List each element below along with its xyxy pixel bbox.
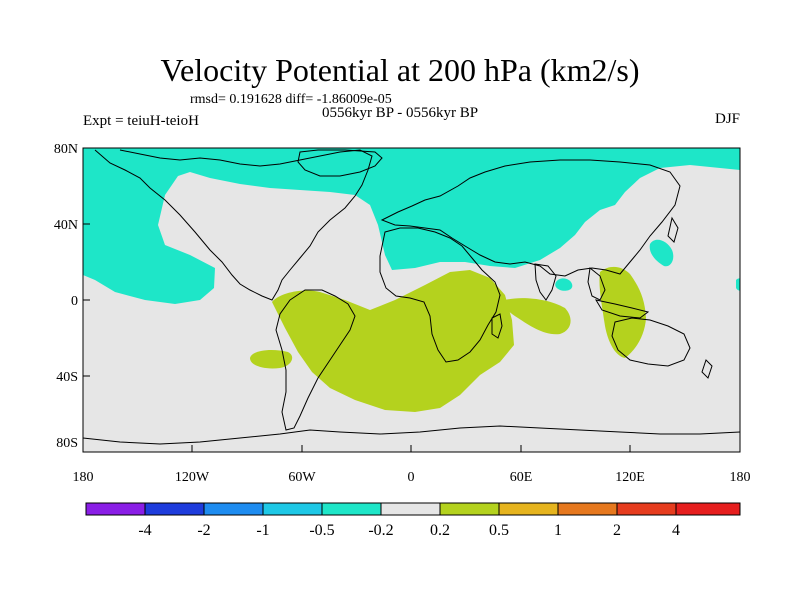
- colorbar-box-5: [380, 502, 441, 516]
- colorbar-label-8: 2: [613, 522, 621, 539]
- colorbar-label-5: 0.2: [430, 522, 450, 539]
- coastlines: [83, 149, 740, 445]
- lon-label-180e: 180: [730, 470, 751, 485]
- coast-greenland: [297, 149, 383, 177]
- colorbar: [85, 502, 741, 516]
- colorbar-box-8: [557, 502, 618, 516]
- colorbar-label-0: -4: [138, 522, 151, 539]
- colorbar-label-9: 4: [672, 522, 680, 539]
- negative-region-pacific-small: [649, 239, 674, 267]
- coast-new-zealand: [701, 359, 713, 379]
- colorbar-box-2: [203, 502, 264, 516]
- colorbar-label-7: 1: [554, 522, 562, 539]
- lon-tick-marks: [82, 445, 741, 452]
- coast-southeast-asia: [587, 267, 606, 301]
- positive-region-indian-ocean: [504, 298, 571, 335]
- lat-label-40n: 40N: [54, 218, 78, 233]
- period-label: 0556kyr BP - 0556kyr BP: [321, 105, 479, 121]
- lon-label-0: 0: [408, 470, 415, 485]
- coast-india: [534, 263, 557, 301]
- colorbar-box-6: [439, 502, 500, 516]
- coast-north-america: [94, 149, 373, 301]
- negative-region-east-edge: [736, 278, 740, 291]
- lon-label-120w: 120W: [175, 470, 210, 485]
- rmsd-subtitle: rmsd= 0.191628 diff= -1.86009e-05: [190, 92, 392, 107]
- colorbar-label-3: -0.5: [309, 522, 334, 539]
- coast-africa: [379, 227, 501, 363]
- lat-label-40s: 40S: [56, 370, 78, 385]
- chart-title: Velocity Potential at 200 hPa (km2/s): [160, 52, 640, 88]
- colorbar-box-9: [616, 502, 677, 516]
- coast-madagascar: [491, 313, 503, 339]
- lat-tick-marks: [83, 147, 90, 453]
- colorbar-box-10: [675, 502, 741, 516]
- lon-label-60e: 60E: [510, 470, 533, 485]
- coast-europe-asia: [380, 159, 681, 277]
- colorbar-label-6: 0.5: [489, 522, 509, 539]
- positive-region-east-pacific: [250, 350, 293, 369]
- colorbar-box-1: [144, 502, 205, 516]
- positive-region-south-atlantic: [272, 270, 514, 412]
- lon-label-60w: 60W: [288, 470, 316, 485]
- coast-antarctica: [83, 425, 740, 445]
- lat-label-0: 0: [71, 294, 78, 309]
- experiment-label: Expt = teiuH-teioH: [83, 113, 199, 129]
- positive-region-maritime: [599, 266, 646, 358]
- lon-label-120e: 120E: [615, 470, 645, 485]
- coast-australia: [611, 317, 691, 367]
- coast-indonesia: [594, 299, 650, 319]
- colorbar-box-3: [262, 502, 323, 516]
- lat-label-80s: 80S: [56, 436, 78, 451]
- colorbar-label-4: -0.2: [368, 522, 393, 539]
- colorbar-box-7: [498, 502, 559, 516]
- coast-south-america: [275, 289, 356, 431]
- colorbar-label-1: -2: [197, 522, 210, 539]
- lon-label-180w: 180: [73, 470, 94, 485]
- colorbar-box-0: [85, 502, 146, 516]
- colorbar-box-4: [321, 502, 382, 516]
- season-label: DJF: [714, 111, 740, 127]
- lat-label-80n: 80N: [54, 142, 78, 157]
- coast-japan: [667, 216, 679, 243]
- colorbar-label-2: -1: [256, 522, 269, 539]
- negative-region-arabian: [555, 278, 573, 291]
